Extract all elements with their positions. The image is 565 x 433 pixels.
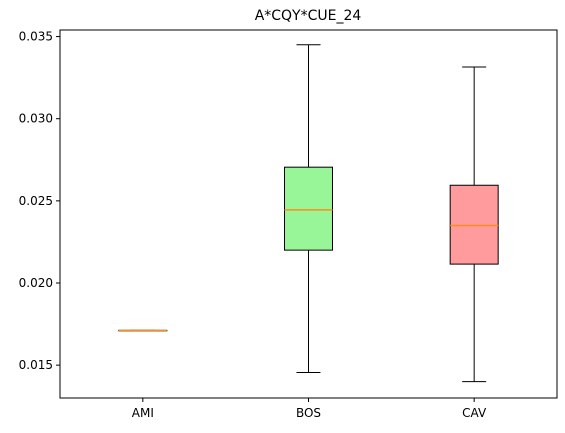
chart-title: A*CQY*CUE_24	[255, 8, 362, 24]
y-tick-label: 0.035	[19, 30, 53, 44]
box-ami	[118, 329, 168, 332]
plot-area	[118, 44, 499, 383]
box-cav	[449, 66, 499, 383]
y-tick-label: 0.025	[19, 194, 53, 208]
y-tick-label: 0.030	[19, 112, 53, 126]
x-tick-label: CAV	[462, 406, 487, 420]
iqr-box	[284, 166, 333, 251]
x-tick-label: AMI	[132, 406, 154, 420]
iqr-box	[449, 184, 499, 265]
y-axis: 0.015 0.020 0.025 0.030 0.035	[19, 30, 60, 372]
y-tick-label: 0.015	[19, 358, 53, 372]
box-bos	[284, 44, 333, 374]
y-tick-label: 0.020	[19, 276, 53, 290]
x-axis: AMI BOS CAV	[132, 398, 487, 420]
x-tick-label: BOS	[296, 406, 321, 420]
